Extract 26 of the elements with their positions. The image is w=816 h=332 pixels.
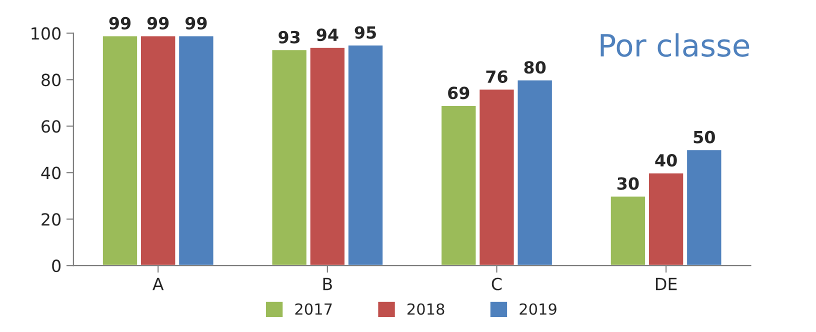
y-tick-label: 80 <box>42 74 61 86</box>
y-tick-label: 0 <box>52 260 61 272</box>
data-label: 50 <box>694 130 715 144</box>
data-label: 93 <box>278 30 300 44</box>
data-label: 80 <box>524 61 546 74</box>
y-tick-label: 60 <box>42 120 61 133</box>
legend-label: 2017 <box>295 303 332 315</box>
data-label: 30 <box>617 177 639 190</box>
data-label: 69 <box>448 86 470 100</box>
x-tick-label: C <box>492 278 502 290</box>
y-tick-label: 40 <box>41 166 61 180</box>
data-label: 76 <box>486 70 508 83</box>
data-label: 40 <box>655 154 677 167</box>
y-tick-label: 20 <box>42 213 61 226</box>
y-tick-label: 100 <box>32 27 61 40</box>
data-label: 99 <box>109 16 131 30</box>
x-tick-label: A <box>152 278 164 290</box>
data-label: 95 <box>354 26 376 39</box>
chart-title: Por classe <box>600 33 750 57</box>
data-label: 99 <box>185 16 207 30</box>
data-label: 94 <box>316 28 338 42</box>
data-label: 99 <box>147 16 169 30</box>
x-tick-label: DE <box>656 278 677 290</box>
legend-label: 2018 <box>408 303 444 315</box>
legend-label: 2019 <box>520 303 556 315</box>
x-tick-label: B <box>323 278 332 290</box>
